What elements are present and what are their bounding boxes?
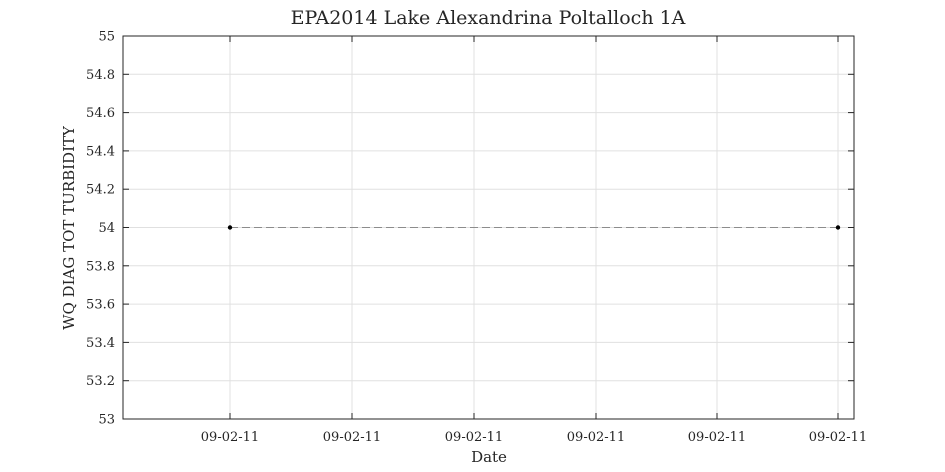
y-tick-label: 54.6 — [86, 106, 115, 121]
chart-title: EPA2014 Lake Alexandrina Poltalloch 1A — [291, 7, 686, 29]
y-tick-label: 53 — [98, 413, 115, 428]
y-tick-label: 53.6 — [86, 298, 115, 313]
y-tick-labels: 53 53.2 53.4 53.6 53.8 54 54.2 54.4 54.6 54.8 55 — [86, 30, 115, 428]
x-tick-label: 09-02-11 — [809, 430, 867, 445]
y-axis-label: WQ DIAG TOT TURBIDITY — [60, 125, 78, 330]
data-point — [227, 225, 233, 230]
y-tick-label: 54 — [98, 221, 115, 236]
x-tick-label: 09-02-11 — [323, 430, 381, 445]
axis-ticks — [123, 35, 854, 420]
y-tick-label: 54.2 — [86, 183, 115, 198]
y-tick-label: 53.2 — [86, 374, 115, 389]
y-tick-label: 53.8 — [86, 259, 115, 274]
x-tick-label: 09-02-11 — [688, 430, 746, 445]
y-tick-label: 55 — [98, 30, 115, 45]
data-point — [835, 225, 841, 230]
series — [227, 225, 841, 230]
x-axis-label: Date — [471, 448, 507, 466]
y-tick-label: 54.8 — [86, 68, 115, 83]
y-tick-label: 54.4 — [86, 144, 115, 159]
x-tick-label: 09-02-11 — [201, 430, 259, 445]
x-tick-label: 09-02-11 — [567, 430, 625, 445]
x-tick-labels: 09-02-11 09-02-11 09-02-11 09-02-11 09-02-11… — [201, 430, 867, 445]
y-tick-label: 53.4 — [86, 336, 115, 351]
x-tick-label: 09-02-11 — [445, 430, 503, 445]
